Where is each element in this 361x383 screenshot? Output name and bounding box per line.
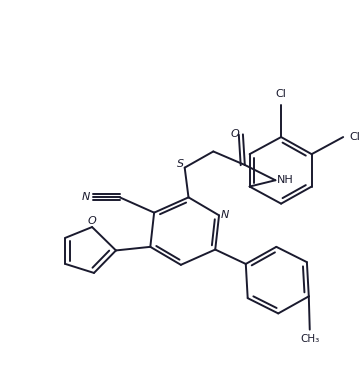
Text: S: S: [177, 159, 184, 169]
Text: O: O: [231, 129, 240, 139]
Text: O: O: [88, 216, 96, 226]
Text: Cl: Cl: [349, 132, 360, 142]
Text: N: N: [81, 192, 90, 202]
Text: NH: NH: [277, 175, 293, 185]
Text: Cl: Cl: [276, 90, 287, 100]
Text: N: N: [221, 210, 230, 220]
Text: CH₃: CH₃: [301, 334, 320, 344]
